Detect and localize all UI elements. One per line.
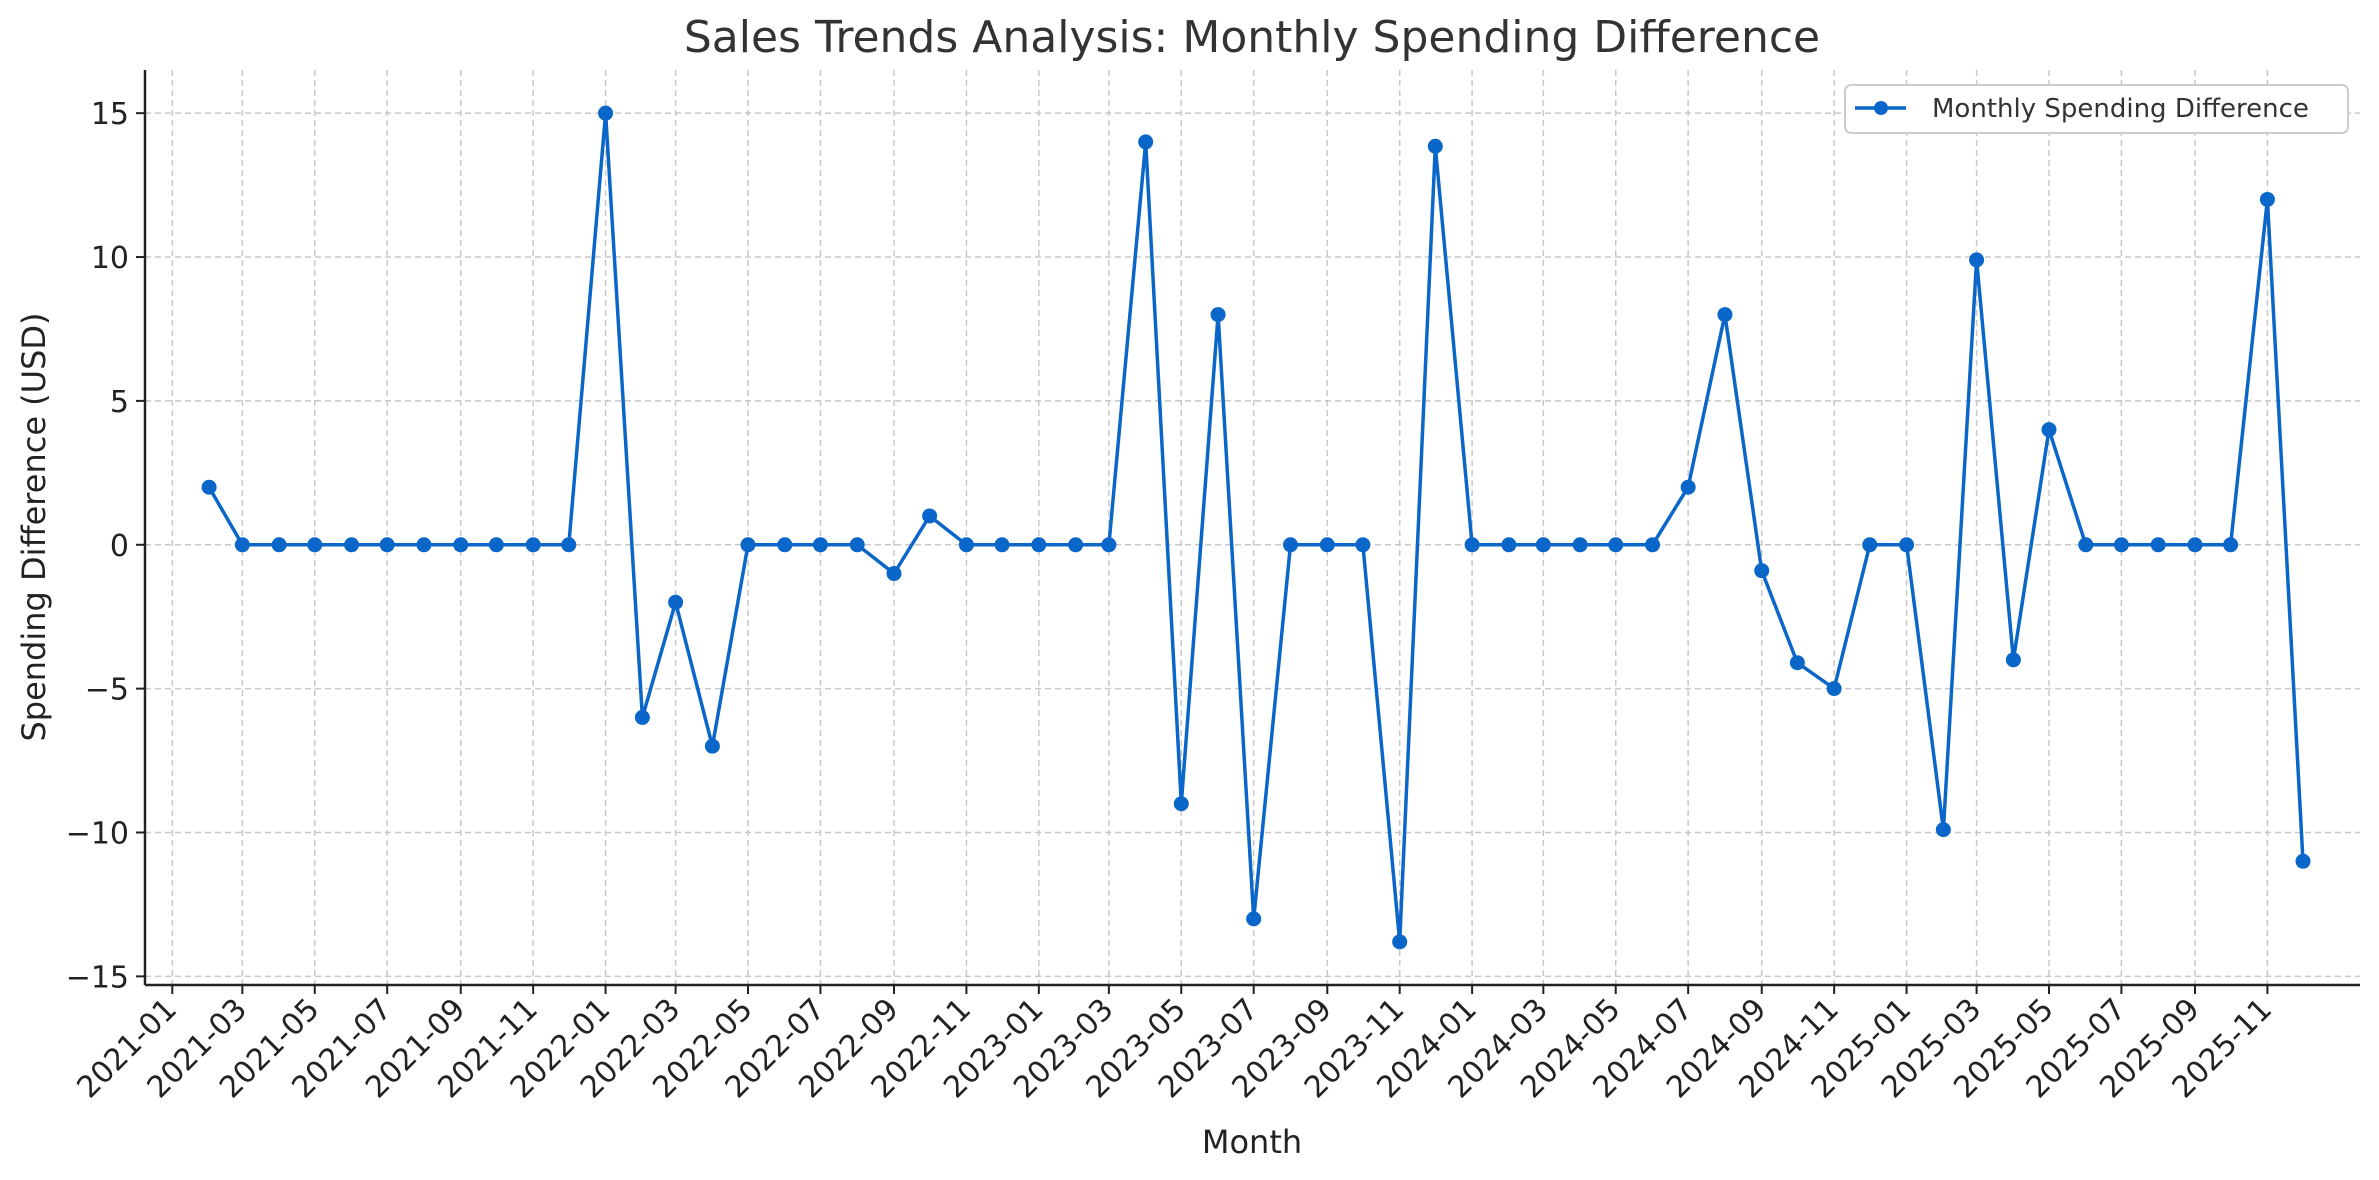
data-point: [1427, 138, 1443, 154]
data-point: [2150, 537, 2166, 553]
data-point: [2259, 191, 2275, 207]
chart-title: Sales Trends Analysis: Monthly Spending …: [684, 12, 1820, 63]
data-point: [1862, 537, 1878, 553]
y-tick-label: 15: [91, 97, 129, 132]
data-point: [1031, 537, 1047, 553]
data-point: [453, 537, 469, 553]
data-point: [1608, 537, 1624, 553]
data-point: [922, 508, 938, 524]
data-point: [1969, 252, 1985, 268]
data-point: [1138, 134, 1154, 150]
data-point: [1535, 537, 1551, 553]
y-tick-label: −15: [66, 960, 129, 995]
data-point: [740, 537, 756, 553]
data-point: [344, 537, 360, 553]
data-point: [1464, 537, 1480, 553]
y-tick-label: 5: [110, 385, 129, 420]
data-point: [994, 537, 1010, 553]
axes: [136, 70, 2360, 994]
data-point: [2041, 422, 2057, 438]
data-point: [1717, 307, 1733, 323]
x-axis-label: Month: [1202, 1123, 1302, 1161]
y-tick-label: −5: [85, 673, 129, 708]
data-point: [1645, 537, 1661, 553]
data-point: [1826, 681, 1842, 697]
series-layer: [201, 105, 2311, 950]
data-point: [1173, 796, 1189, 812]
data-point: [598, 105, 614, 121]
data-point: [1754, 563, 1770, 579]
legend-box: [1844, 84, 2349, 134]
data-point: [1282, 537, 1298, 553]
data-point: [1935, 822, 1951, 838]
series-line: [207, 111, 2305, 944]
data-point: [307, 537, 323, 553]
grid-lines: [145, 70, 2360, 985]
data-point: [1789, 655, 1805, 671]
data-point: [958, 537, 974, 553]
data-point: [1319, 537, 1335, 553]
data-point: [668, 594, 684, 610]
data-point: [488, 537, 504, 553]
data-point: [2295, 853, 2311, 869]
data-point: [704, 738, 720, 754]
data-point: [2223, 537, 2239, 553]
data-point: [1392, 934, 1408, 950]
y-tick-label: −10: [66, 817, 129, 852]
data-point: [2078, 537, 2094, 553]
data-point: [2005, 652, 2021, 668]
data-point: [1680, 479, 1696, 495]
data-point: [2187, 537, 2203, 553]
legend-entry-label: Monthly Spending Difference: [1932, 94, 2309, 124]
data-point: [379, 537, 395, 553]
data-point: [1246, 911, 1262, 927]
legend-marker: [1874, 101, 1888, 115]
data-point: [416, 537, 432, 553]
data-point: [849, 537, 865, 553]
x-tick-labels: 2021-012021-032021-052021-072021-092021-…: [71, 992, 2280, 1105]
y-tick-labels: 15 10 5 0 −5 −10 −15: [66, 97, 129, 995]
data-point: [886, 566, 902, 582]
data-point: [1572, 537, 1588, 553]
y-axis-label: Spending Difference (USD): [15, 312, 53, 741]
data-point: [634, 709, 650, 725]
data-point: [1068, 537, 1084, 553]
data-point: [1355, 537, 1371, 553]
data-point: [271, 537, 287, 553]
y-tick-label: 10: [91, 241, 129, 276]
legend: Monthly Spending Difference: [1844, 84, 2349, 134]
data-point: [525, 537, 541, 553]
data-point: [561, 537, 577, 553]
data-point: [234, 537, 250, 553]
data-point: [2113, 537, 2129, 553]
data-point: [1501, 537, 1517, 553]
data-point: [812, 537, 828, 553]
data-point: [201, 479, 217, 495]
data-point: [1899, 537, 1915, 553]
data-point: [777, 537, 793, 553]
y-tick-label: 0: [110, 529, 129, 564]
data-point: [1210, 307, 1226, 323]
data-point: [1101, 537, 1117, 553]
